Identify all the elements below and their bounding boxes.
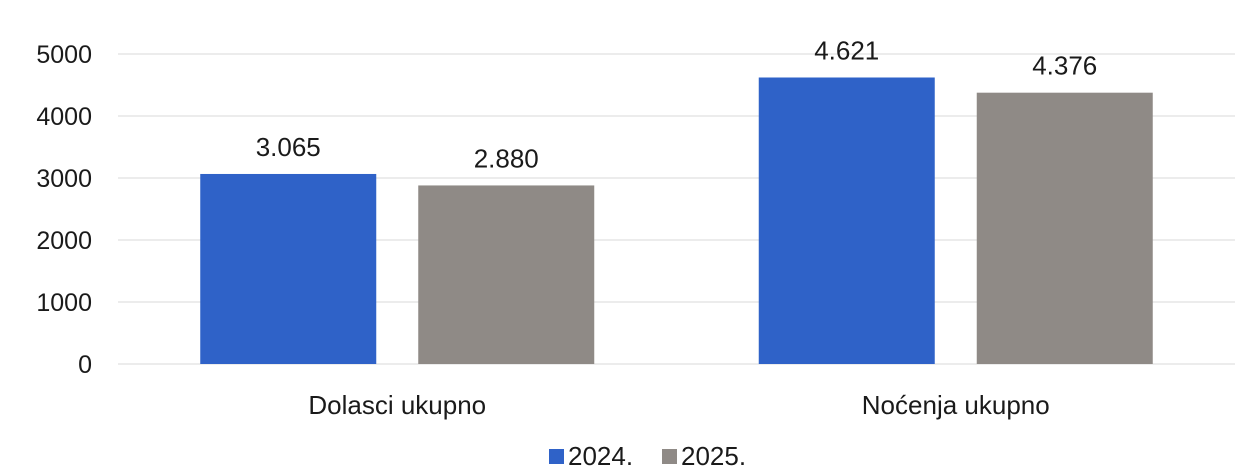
y-tick-label: 5000 bbox=[36, 41, 92, 69]
category-labels: Dolasci ukupno Noćenja ukupno bbox=[308, 390, 1049, 420]
data-label: 4.621 bbox=[814, 35, 879, 65]
data-label: 3.065 bbox=[256, 132, 321, 162]
y-tick-label: 1000 bbox=[36, 289, 92, 317]
bars bbox=[200, 77, 1153, 365]
y-tick-label: 0 bbox=[78, 351, 92, 379]
bar bbox=[418, 185, 595, 364]
data-label: 4.376 bbox=[1032, 51, 1097, 81]
y-axis-tick-labels: 0 1000 2000 3000 4000 5000 bbox=[36, 41, 92, 379]
legend-swatch bbox=[662, 449, 677, 464]
legend-swatch bbox=[549, 449, 564, 464]
data-label: 2.880 bbox=[474, 143, 539, 173]
category-label: Noćenja ukupno bbox=[862, 390, 1050, 420]
data-labels: 3.065 2.880 4.621 4.376 bbox=[256, 35, 1098, 173]
legend: 2024. 2025. bbox=[549, 441, 746, 471]
y-tick-label: 2000 bbox=[36, 227, 92, 255]
bar bbox=[976, 92, 1153, 365]
y-tick-label: 4000 bbox=[36, 103, 92, 131]
bar bbox=[758, 77, 935, 365]
y-tick-label: 3000 bbox=[36, 165, 92, 193]
legend-label: 2025. bbox=[681, 441, 746, 471]
legend-label: 2024. bbox=[568, 441, 633, 471]
bar bbox=[200, 173, 377, 364]
category-label: Dolasci ukupno bbox=[308, 390, 486, 420]
